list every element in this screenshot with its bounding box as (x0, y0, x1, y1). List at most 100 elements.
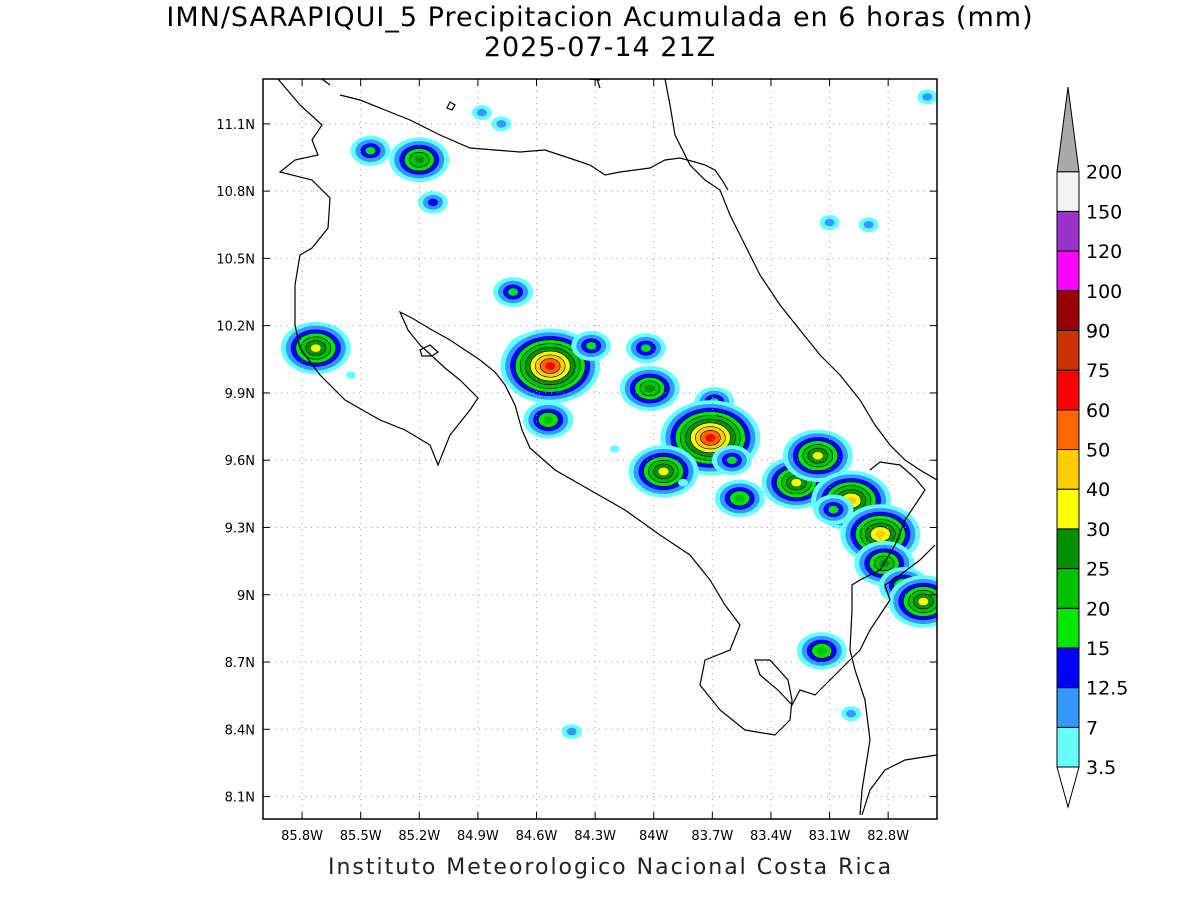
rain-cell (493, 277, 534, 308)
footer-credit: Instituto Meteorologico Nacional Costa R… (328, 855, 894, 880)
pacific-coastline (277, 79, 936, 736)
colorbar-label: 100 (1086, 281, 1122, 303)
rain-cell (858, 217, 879, 233)
colorbar-high-arrow (1056, 86, 1080, 173)
caribbean-coastline (596, 79, 937, 481)
colorbar-label: 120 (1086, 241, 1122, 263)
colorbar-swatch (1056, 607, 1080, 649)
rain-cell (345, 371, 356, 379)
coastline-layer (277, 79, 937, 816)
rain-contour (640, 344, 651, 352)
rain-contour (875, 530, 886, 538)
rain-contour (863, 221, 874, 229)
rain-contour (644, 384, 655, 393)
rain-cell (417, 191, 448, 214)
rain-contour (791, 478, 802, 487)
colorbar-swatch (1056, 171, 1080, 212)
rain-cell (714, 479, 765, 518)
rain-contour (427, 198, 438, 207)
colorbar-label: 3.5 (1086, 757, 1116, 779)
longitude-axis: 85.8W 85.5W 85.2W 84.9W 84.6W 84.3W 84W 83.7W 83… (281, 79, 909, 844)
rain-cell (609, 445, 620, 453)
grid-layer (263, 79, 937, 819)
colorbar-low-arrow (1056, 766, 1080, 809)
rain-cell (491, 116, 512, 132)
rain-contour (310, 344, 321, 352)
colorbar-swatch (1056, 449, 1080, 490)
rain-contour (508, 288, 519, 296)
colorbar-label: 12.5 (1086, 678, 1128, 700)
colorbar-swatch (1056, 210, 1080, 252)
colorbar-swatch (1056, 726, 1080, 768)
rain-cell (389, 137, 450, 183)
rain-contour (365, 147, 376, 155)
rain-cell (628, 445, 699, 498)
colorbar-label: 150 (1086, 201, 1122, 223)
colorbar-label: 200 (1086, 162, 1122, 184)
rain-contour (734, 494, 745, 503)
southern-coastline (861, 754, 937, 816)
colorbar-label: 25 (1086, 559, 1110, 581)
lat-tick-label: 9.9N (225, 387, 255, 402)
rain-cell (813, 494, 854, 525)
rain-layer (280, 89, 937, 740)
colorbar-swatch (1056, 250, 1080, 292)
rain-contour (414, 155, 425, 164)
nicaragua-border (321, 79, 729, 191)
lat-tick-label: 8.1N (225, 791, 255, 806)
lat-tick-label: 8.4N (225, 723, 255, 738)
rain-cell (571, 330, 612, 361)
colorbar-label: 20 (1086, 598, 1110, 620)
panama-border (849, 461, 926, 816)
rain-cell (782, 429, 853, 482)
rain-contour (846, 709, 857, 718)
colorbar-swatch (1056, 488, 1080, 530)
rain-contour (828, 505, 839, 514)
colorbar-swatch (1056, 369, 1080, 411)
rain-contour (543, 416, 554, 424)
colorbar-legend: 3.5 7 12.5 15 20 25 30 40 50 60 75 90 100 120 150 200 (1056, 86, 1128, 809)
colorbar-label: 15 (1086, 638, 1110, 660)
colorbar-label: 40 (1086, 479, 1110, 501)
rain-contour (812, 451, 823, 460)
rain-contour (705, 434, 716, 442)
map-frame (262, 78, 938, 820)
rain-contour (816, 647, 827, 655)
lon-tick-label: 85.8W (281, 829, 323, 844)
lon-tick-label: 85.2W (398, 829, 440, 844)
lon-tick-label: 84W (639, 829, 669, 844)
rain-cell (796, 632, 847, 670)
lon-tick-label: 84.3W (574, 829, 616, 844)
colorbar-swatch (1056, 687, 1080, 728)
colorbar-label: 90 (1086, 320, 1110, 342)
rain-cell (471, 105, 492, 121)
map-title: IMN/SARAPIQUI_5 Precipitacion Acumulada … (166, 2, 1034, 33)
colorbar-label: 7 (1086, 717, 1098, 739)
offshore-island (446, 101, 456, 111)
rain-cell (917, 89, 937, 105)
rain-cell (523, 401, 574, 439)
lat-tick-label: 8.7N (225, 656, 255, 671)
lon-tick-label: 84.6W (516, 829, 558, 844)
rain-cell (350, 135, 391, 166)
rain-contour (545, 362, 556, 370)
colorbar-label: 75 (1086, 360, 1110, 382)
lat-tick-label: 9.3N (225, 521, 255, 536)
lon-tick-label: 82.8W (867, 829, 909, 844)
colorbar-swatch (1056, 568, 1080, 609)
lon-tick-label: 83.1W (809, 829, 851, 844)
rain-contour (918, 597, 929, 606)
rain-contour (678, 478, 689, 487)
rain-contour (658, 467, 669, 476)
lat-tick-label: 9.6N (225, 454, 255, 469)
rain-contour (922, 93, 933, 101)
lake-island (419, 344, 439, 357)
lon-tick-label: 85.5W (340, 829, 382, 844)
rain-cell (678, 478, 689, 487)
lat-tick-label: 10.5N (216, 252, 255, 267)
lat-tick-label: 10.8N (216, 185, 255, 200)
rain-contour (476, 108, 487, 117)
rain-cell (841, 706, 862, 722)
rain-contour (586, 342, 597, 350)
